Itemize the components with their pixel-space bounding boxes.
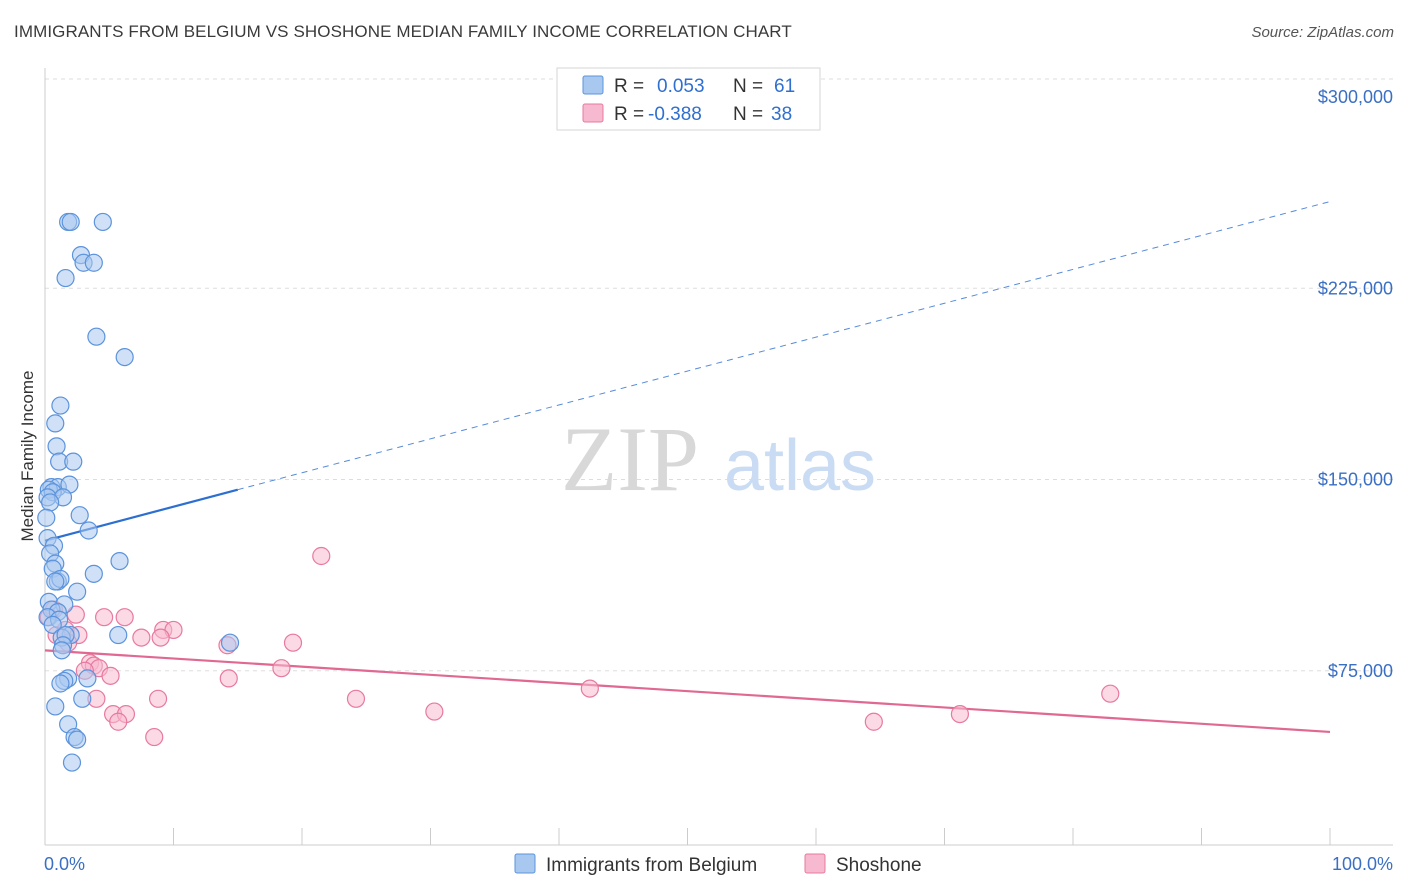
- point-belgium: [84, 564, 103, 583]
- point-shoshone: [132, 628, 151, 647]
- point-belgium: [115, 348, 134, 367]
- point-belgium: [46, 572, 65, 591]
- point-shoshone: [95, 608, 114, 627]
- watermark-zip: ZIP: [561, 408, 699, 510]
- point-belgium: [46, 414, 65, 433]
- trend-lines: [44, 201, 1331, 734]
- trend-line-shoshone: [44, 649, 1331, 734]
- x-tick-label: 0.0%: [44, 854, 85, 874]
- point-shoshone: [109, 712, 128, 731]
- point-belgium: [68, 730, 87, 749]
- point-shoshone: [346, 689, 366, 708]
- legend-swatch-belgium: [582, 75, 604, 95]
- point-belgium: [93, 212, 112, 232]
- point-belgium: [64, 452, 83, 471]
- trend-line-belgium-projection: [237, 201, 1331, 491]
- y-tick-label: $300,000: [1318, 87, 1393, 107]
- axes: [44, 68, 1393, 846]
- point-belgium: [62, 753, 82, 772]
- series-legend-label-shoshone: Shoshone: [836, 855, 922, 876]
- point-shoshone: [1101, 684, 1120, 703]
- stats-legend: R = 0.053 N = 61 R = -0.388 N = 38: [556, 67, 821, 131]
- point-shoshone: [580, 679, 599, 698]
- point-shoshone: [145, 727, 164, 747]
- point-belgium: [51, 674, 70, 693]
- point-shoshone: [151, 628, 170, 647]
- y-axis-title: Median Family Income: [18, 370, 37, 541]
- point-belgium: [109, 625, 128, 645]
- legend-r-label-belgium: R =: [614, 76, 644, 97]
- point-shoshone: [864, 712, 883, 731]
- legend-r-value-belgium: 0.053: [657, 76, 705, 97]
- legend-n-label-belgium: N =: [733, 76, 763, 97]
- point-belgium: [43, 615, 62, 634]
- point-belgium: [84, 253, 103, 272]
- point-shoshone: [425, 702, 444, 721]
- point-shoshone: [115, 608, 134, 627]
- point-belgium: [78, 669, 97, 688]
- point-shoshone: [148, 689, 168, 708]
- legend-swatch-shoshone: [582, 103, 604, 123]
- source-credit: Source: ZipAtlas.com: [1251, 24, 1394, 41]
- series-legend-swatch-belgium: [514, 853, 536, 874]
- legend-n-value-belgium: 61: [774, 76, 795, 97]
- x-tick-label: 100.0%: [1332, 854, 1393, 874]
- point-belgium: [46, 697, 65, 716]
- point-belgium: [37, 508, 56, 527]
- series-legend-swatch-shoshone: [804, 853, 826, 874]
- point-belgium: [52, 641, 71, 660]
- legend-n-label-shoshone: N =: [733, 104, 763, 125]
- point-shoshone: [283, 633, 303, 652]
- y-tick-label: $225,000: [1318, 278, 1393, 298]
- watermark: ZIP atlas: [561, 408, 876, 510]
- legend-r-label-shoshone: R =: [614, 104, 644, 125]
- point-shoshone: [219, 669, 238, 688]
- point-shoshone: [101, 666, 120, 685]
- legend-n-value-shoshone: 38: [771, 104, 792, 125]
- point-shoshone: [950, 704, 970, 724]
- series-legend-label-belgium: Immigrants from Belgium: [546, 855, 757, 876]
- chart-title: IMMIGRANTS FROM BELGIUM VS SHOSHONE MEDI…: [14, 22, 792, 41]
- y-tick-label: $75,000: [1328, 661, 1393, 681]
- point-belgium: [56, 268, 75, 288]
- data-points: [37, 212, 1120, 772]
- point-belgium: [79, 521, 98, 540]
- watermark-atlas: atlas: [724, 426, 876, 506]
- point-belgium: [47, 437, 66, 456]
- series-legend: Immigrants from Belgium Shoshone: [514, 853, 922, 876]
- point-belgium: [110, 551, 129, 571]
- y-tick-label: $150,000: [1318, 470, 1393, 490]
- y-tick-labels: $75,000 $150,000 $225,000 $300,000: [1318, 87, 1393, 681]
- legend-r-value-shoshone: -0.388: [648, 104, 702, 125]
- point-shoshone: [312, 546, 331, 566]
- trend-line-belgium: [44, 488, 239, 542]
- point-belgium: [73, 689, 92, 708]
- point-belgium: [51, 396, 70, 415]
- x-tick-labels: 0.0% 100.0%: [44, 854, 1393, 874]
- grid-lines: [45, 78, 1393, 672]
- point-shoshone: [66, 605, 85, 624]
- point-belgium: [41, 493, 60, 512]
- point-shoshone: [272, 659, 291, 678]
- point-belgium: [68, 582, 87, 601]
- point-belgium: [87, 327, 106, 346]
- point-belgium: [70, 506, 89, 525]
- point-belgium: [220, 633, 240, 652]
- point-belgium: [61, 212, 80, 232]
